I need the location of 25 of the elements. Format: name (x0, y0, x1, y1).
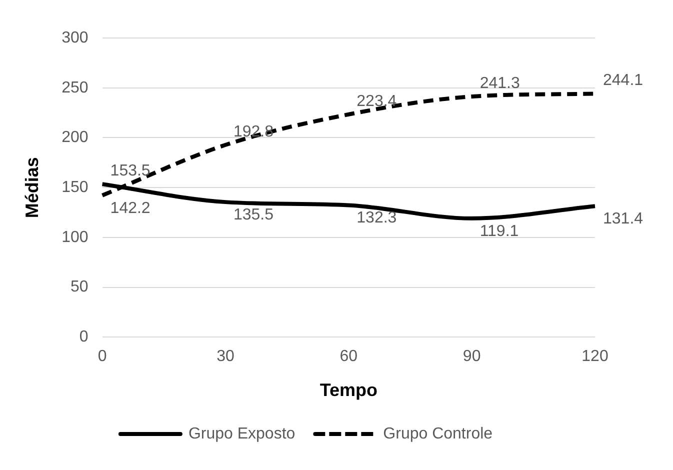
y-tick-label: 150 (62, 179, 88, 196)
x-tick-label: 0 (98, 348, 107, 366)
data-label: 119.1 (480, 222, 519, 240)
y-tick-label: 300 (62, 29, 88, 46)
data-label: 244.1 (603, 72, 644, 90)
y-tick-label: 100 (62, 228, 88, 246)
x-tick-label: 60 (340, 348, 358, 366)
y-tick-label: 250 (62, 79, 88, 96)
x-tick-label: 90 (462, 348, 481, 366)
legend-label: Grupo Exposto (188, 425, 296, 442)
data-label: 132.3 (356, 210, 397, 227)
y-tick-label: 200 (62, 129, 88, 146)
legend-label: Grupo Controle (383, 425, 493, 442)
data-label: 135.5 (233, 206, 274, 224)
y-tick-label: 0 (79, 328, 88, 346)
y-tick-label: 50 (70, 278, 88, 296)
data-label: 142.2 (110, 200, 150, 217)
data-label: 131.4 (603, 210, 644, 228)
data-label: 153.5 (110, 162, 150, 180)
x-tick-label: 30 (216, 348, 234, 366)
data-label: 241.3 (480, 74, 520, 92)
x-axis-title: Tempo (320, 380, 378, 400)
y-axis-title: Médias (22, 157, 42, 218)
x-tick-label: 120 (582, 348, 608, 366)
data-label: 223.4 (356, 92, 397, 110)
